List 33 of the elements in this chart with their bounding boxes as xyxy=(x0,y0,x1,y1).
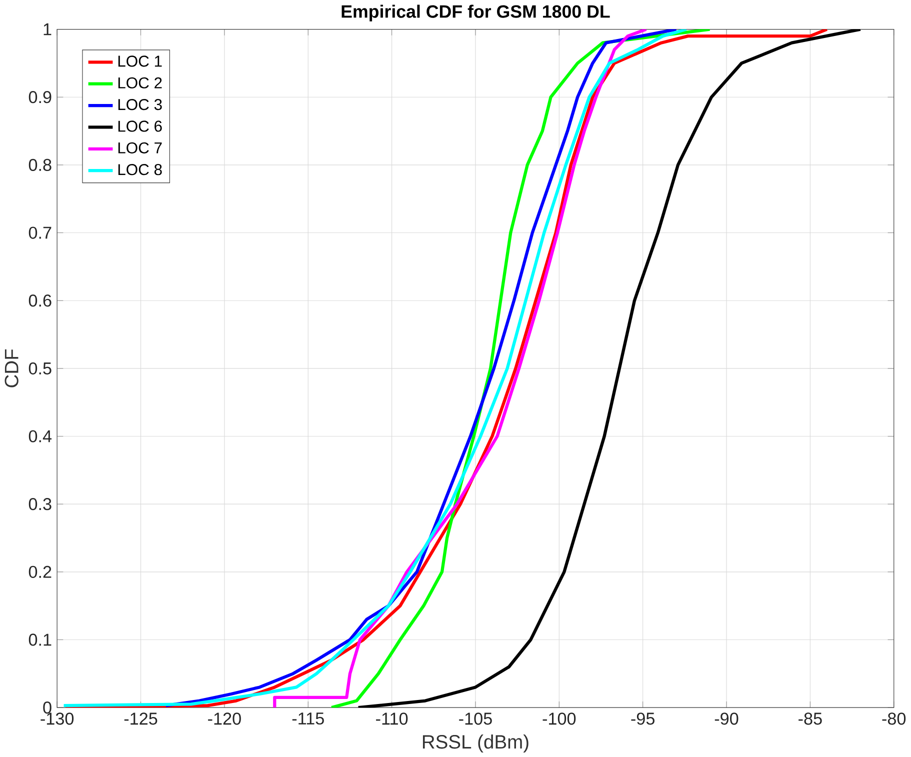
legend-label: LOC 3 xyxy=(118,98,162,110)
y-tick-label: 0.1 xyxy=(28,634,52,646)
x-tick-label: -95 xyxy=(631,712,654,725)
line-series xyxy=(164,29,678,707)
legend-label: LOC 8 xyxy=(118,164,162,176)
y-tick-label: 0 xyxy=(43,701,52,714)
chart-title: Empirical CDF for GSM 1800 DL xyxy=(342,4,610,22)
y-axis-title: CDF xyxy=(4,349,18,388)
legend-label: LOC 1 xyxy=(118,56,162,67)
y-tick-label: 0.7 xyxy=(28,226,52,239)
legend-label: LOC 7 xyxy=(118,142,162,154)
x-tick-label: -90 xyxy=(714,712,738,725)
x-tick-label: -125 xyxy=(124,712,158,725)
legend-label: LOC 2 xyxy=(118,77,162,88)
x-axis-title: RSSL (dBm) xyxy=(422,734,528,752)
line-series xyxy=(273,29,648,708)
y-tick-label: 0.4 xyxy=(28,430,52,442)
x-tick-label: -120 xyxy=(208,712,241,725)
y-tick-label: 1 xyxy=(44,23,52,36)
x-tick-label: -105 xyxy=(459,712,492,725)
x-tick-label: -80 xyxy=(882,712,906,725)
y-tick-label: 0.2 xyxy=(28,566,52,578)
x-tick-label: -100 xyxy=(542,712,576,725)
y-tick-label: 0.5 xyxy=(28,362,52,374)
y-tick-label: 0.8 xyxy=(28,158,52,171)
y-tick-label: 0.6 xyxy=(28,294,52,307)
x-tick-label: -110 xyxy=(376,712,408,725)
x-tick-label: -130 xyxy=(40,712,74,725)
y-tick-label: 0.9 xyxy=(28,90,52,104)
x-tick-label: -85 xyxy=(798,712,822,725)
y-tick-label: 0.3 xyxy=(28,498,52,510)
x-tick-label: -115 xyxy=(292,712,324,724)
legend-label: LOC 6 xyxy=(118,120,162,132)
